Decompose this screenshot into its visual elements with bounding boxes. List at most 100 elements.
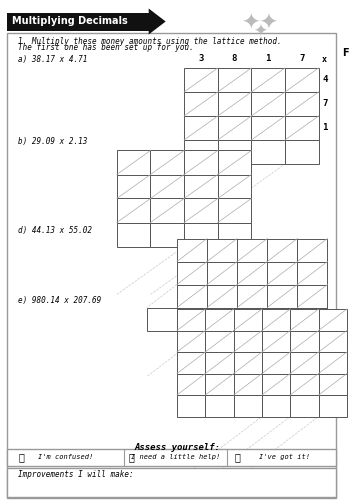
FancyBboxPatch shape <box>218 140 251 164</box>
FancyBboxPatch shape <box>267 238 297 262</box>
FancyBboxPatch shape <box>147 308 177 330</box>
FancyBboxPatch shape <box>297 308 327 330</box>
FancyBboxPatch shape <box>290 309 319 330</box>
FancyBboxPatch shape <box>290 395 319 416</box>
FancyBboxPatch shape <box>285 68 319 92</box>
FancyBboxPatch shape <box>177 374 205 395</box>
FancyBboxPatch shape <box>205 374 234 395</box>
Text: d) 44.13 x 55.02: d) 44.13 x 55.02 <box>18 226 92 234</box>
FancyBboxPatch shape <box>184 174 218 199</box>
FancyBboxPatch shape <box>7 448 336 466</box>
FancyBboxPatch shape <box>285 92 319 116</box>
FancyBboxPatch shape <box>267 284 297 308</box>
FancyBboxPatch shape <box>218 174 251 199</box>
FancyBboxPatch shape <box>177 352 205 374</box>
FancyBboxPatch shape <box>237 308 267 330</box>
FancyBboxPatch shape <box>237 262 267 284</box>
FancyBboxPatch shape <box>218 198 251 222</box>
FancyBboxPatch shape <box>218 92 251 116</box>
FancyBboxPatch shape <box>262 395 290 416</box>
Text: e) 980.14 x 207.69: e) 980.14 x 207.69 <box>18 296 101 305</box>
Text: Assess yourself:: Assess yourself: <box>134 443 220 452</box>
FancyBboxPatch shape <box>234 309 262 330</box>
FancyBboxPatch shape <box>177 284 207 308</box>
FancyBboxPatch shape <box>290 352 319 374</box>
FancyBboxPatch shape <box>117 222 150 246</box>
FancyBboxPatch shape <box>205 352 234 374</box>
FancyBboxPatch shape <box>207 284 237 308</box>
FancyBboxPatch shape <box>237 238 267 262</box>
FancyBboxPatch shape <box>297 284 327 308</box>
FancyBboxPatch shape <box>184 222 218 246</box>
FancyBboxPatch shape <box>184 150 218 174</box>
FancyBboxPatch shape <box>234 395 262 416</box>
FancyBboxPatch shape <box>319 374 347 395</box>
FancyBboxPatch shape <box>251 140 285 164</box>
Text: 7: 7 <box>322 100 327 108</box>
Text: I'm confused!: I'm confused! <box>38 454 93 460</box>
FancyBboxPatch shape <box>207 238 237 262</box>
Text: 👎: 👎 <box>18 452 24 462</box>
FancyBboxPatch shape <box>234 330 262 352</box>
FancyBboxPatch shape <box>290 374 319 395</box>
Text: F: F <box>342 48 348 58</box>
FancyBboxPatch shape <box>177 308 207 330</box>
Text: a) 38.17 x 4.71: a) 38.17 x 4.71 <box>18 55 87 64</box>
FancyBboxPatch shape <box>207 262 237 284</box>
FancyBboxPatch shape <box>285 140 319 164</box>
FancyBboxPatch shape <box>218 222 251 246</box>
Text: Multiplying Decimals: Multiplying Decimals <box>12 16 128 26</box>
FancyBboxPatch shape <box>267 308 297 330</box>
Text: 1. Multiply these money amounts using the lattice method.: 1. Multiply these money amounts using th… <box>18 36 281 46</box>
Text: Improvements I will make:: Improvements I will make: <box>18 470 133 479</box>
FancyBboxPatch shape <box>177 262 207 284</box>
FancyBboxPatch shape <box>262 374 290 395</box>
Text: I need a little help!: I need a little help! <box>131 454 220 460</box>
FancyBboxPatch shape <box>218 116 251 140</box>
FancyBboxPatch shape <box>267 262 297 284</box>
FancyBboxPatch shape <box>177 238 207 262</box>
FancyBboxPatch shape <box>150 150 184 174</box>
FancyBboxPatch shape <box>218 150 251 174</box>
FancyBboxPatch shape <box>297 262 327 284</box>
FancyBboxPatch shape <box>319 330 347 352</box>
FancyBboxPatch shape <box>150 174 184 199</box>
Text: ✦: ✦ <box>253 22 267 40</box>
Text: 7: 7 <box>299 54 304 63</box>
FancyBboxPatch shape <box>177 330 205 352</box>
FancyBboxPatch shape <box>262 330 290 352</box>
FancyBboxPatch shape <box>262 309 290 330</box>
FancyBboxPatch shape <box>207 308 237 330</box>
FancyBboxPatch shape <box>262 352 290 374</box>
FancyBboxPatch shape <box>251 92 285 116</box>
FancyBboxPatch shape <box>297 238 327 262</box>
FancyBboxPatch shape <box>184 140 218 164</box>
FancyBboxPatch shape <box>218 68 251 92</box>
FancyBboxPatch shape <box>117 174 150 199</box>
FancyBboxPatch shape <box>7 12 149 30</box>
FancyBboxPatch shape <box>234 374 262 395</box>
FancyBboxPatch shape <box>234 352 262 374</box>
FancyBboxPatch shape <box>285 116 319 140</box>
Text: x: x <box>322 55 327 64</box>
Text: 👍: 👍 <box>234 452 240 462</box>
FancyBboxPatch shape <box>205 395 234 416</box>
Text: 👎: 👎 <box>128 452 134 462</box>
FancyBboxPatch shape <box>251 116 285 140</box>
Text: b) 29.09 x 2.13: b) 29.09 x 2.13 <box>18 138 87 146</box>
Text: 3: 3 <box>198 54 204 63</box>
FancyBboxPatch shape <box>205 330 234 352</box>
FancyBboxPatch shape <box>251 68 285 92</box>
FancyBboxPatch shape <box>319 309 347 330</box>
FancyBboxPatch shape <box>117 198 150 222</box>
Text: 4: 4 <box>322 76 327 84</box>
FancyBboxPatch shape <box>184 68 218 92</box>
FancyBboxPatch shape <box>205 309 234 330</box>
FancyBboxPatch shape <box>184 116 218 140</box>
FancyBboxPatch shape <box>150 222 184 246</box>
FancyBboxPatch shape <box>177 395 205 416</box>
FancyBboxPatch shape <box>184 198 218 222</box>
FancyBboxPatch shape <box>7 468 336 496</box>
Text: 1: 1 <box>266 54 271 63</box>
FancyBboxPatch shape <box>150 198 184 222</box>
